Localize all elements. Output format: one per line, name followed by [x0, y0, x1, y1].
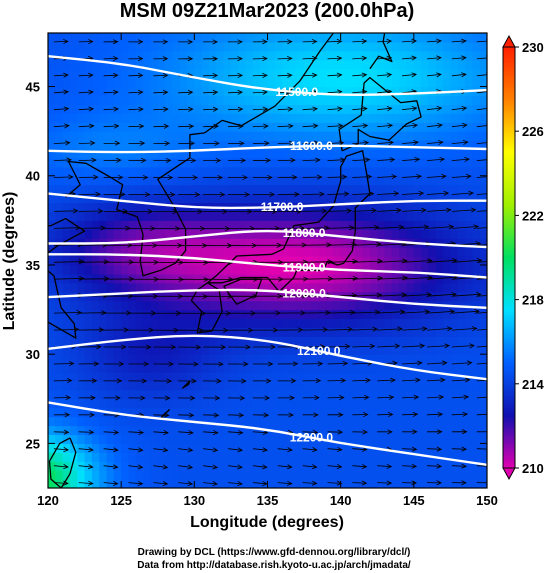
y-axis: 25 30 35 40 45: [26, 80, 487, 451]
wind-vectors: [53, 38, 487, 487]
contour-label: 11700.0: [261, 200, 304, 214]
contour-label: 11900.0: [283, 261, 326, 275]
colorbar-max-arrow: [502, 34, 516, 48]
contour-12100: [48, 334, 487, 381]
x-axis-label: Longitude (degrees): [190, 514, 344, 531]
colorbar-tick-label: 214: [522, 377, 544, 392]
contour-label: 11500.0: [275, 85, 318, 99]
chart-title: MSM 09Z21Mar2023 (200.0hPa): [120, 0, 415, 22]
contour-11700: [48, 192, 487, 210]
colorbar: 210 214 218 222 226 230: [502, 34, 544, 481]
contour-label: 11600.0: [290, 139, 333, 153]
x-tick-label: 150: [476, 493, 498, 508]
height-contours: 11500.0 11600.0 11700.0 11800.0 11900.0 12000…: [48, 55, 487, 466]
contour-label: 12100.0: [297, 344, 341, 358]
colorbar-gradient: [502, 46, 516, 469]
y-tick-label: 45: [26, 80, 40, 95]
colorbar-tick-label: 210: [522, 461, 544, 476]
y-tick-label: 35: [26, 258, 40, 273]
x-axis: 120 125 130 135 140 145 150: [37, 33, 498, 508]
x-tick-label: 120: [37, 493, 59, 508]
y-tick-label: 25: [26, 436, 40, 451]
contour-12200: [48, 401, 487, 466]
contour-label: 12000.0: [282, 287, 326, 301]
colorbar-tick-label: 222: [522, 208, 544, 223]
contour-label: 11800.0: [283, 226, 326, 240]
x-tick-label: 130: [183, 493, 205, 508]
coastline: [48, 33, 422, 488]
x-tick-label: 145: [403, 493, 425, 508]
y-axis-label: Latitude (degrees): [1, 192, 18, 331]
contour-11800: [48, 229, 487, 249]
contour-11600: [48, 144, 487, 154]
colorbar-tick-label: 218: [522, 293, 544, 308]
credit-drawing: Drawing by DCL (https://www.gfd-dennou.o…: [137, 547, 411, 558]
y-tick-label: 30: [26, 347, 40, 362]
y-tick-label: 40: [26, 169, 40, 184]
credit-data: Data from http://database.rish.kyoto-u.a…: [137, 560, 411, 571]
temperature-field: [48, 33, 487, 488]
colorbar-ticks: 210 214 218 222 226 230: [515, 40, 544, 476]
colorbar-min-arrow: [502, 467, 516, 481]
x-tick-label: 125: [110, 493, 132, 508]
colorbar-tick-label: 226: [522, 124, 544, 139]
contour-label: 12200.0: [290, 431, 334, 445]
colorbar-tick-label: 230: [522, 40, 544, 55]
contour-12000: [48, 288, 487, 309]
x-tick-label: 140: [330, 493, 352, 508]
contour-11900: [48, 253, 487, 279]
x-tick-label: 135: [257, 493, 279, 508]
contour-11500: [48, 55, 487, 97]
plot-area: 11500.0 11600.0 11700.0 11800.0 11900.0 12000…: [48, 33, 487, 488]
